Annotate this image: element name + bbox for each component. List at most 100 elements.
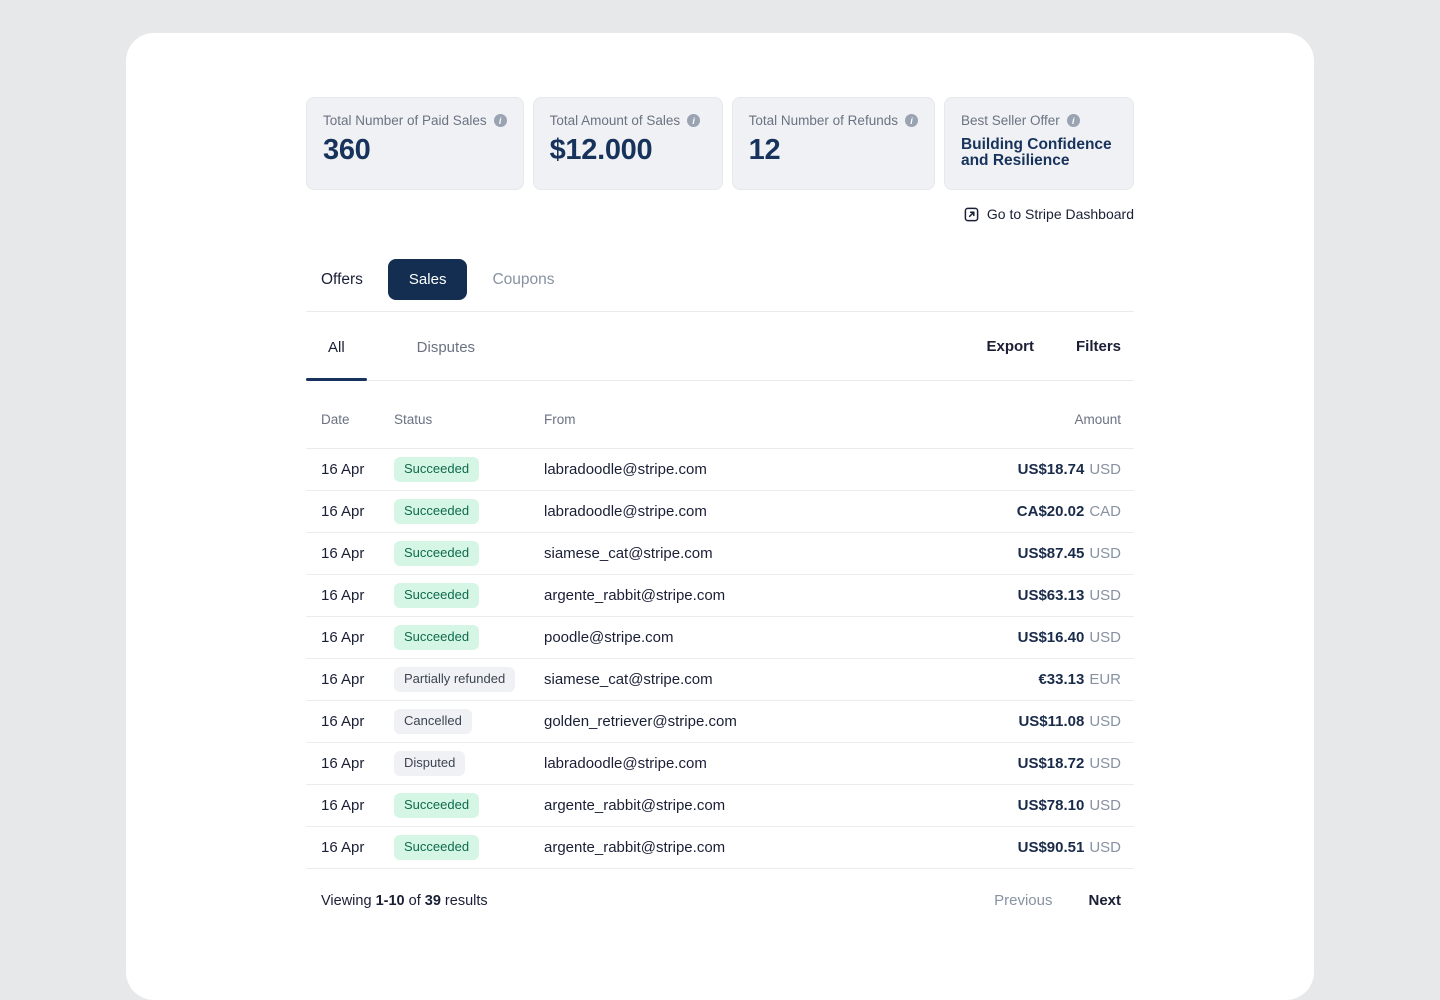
table-header: Date Status From Amount bbox=[306, 381, 1134, 449]
amount-value: CA$20.02 bbox=[1016, 503, 1085, 520]
stat-value: Building Confidence and Resilience bbox=[960, 136, 1112, 170]
table-row[interactable]: 16 Apr Disputed labradoodle@stripe.com U… bbox=[306, 743, 1134, 785]
row-amount: US$63.13 USD bbox=[914, 587, 1134, 604]
row-date: 16 Apr bbox=[321, 797, 365, 814]
status-badge: Partially refunded bbox=[394, 667, 516, 692]
status-badge: Succeeded bbox=[394, 457, 480, 482]
info-icon[interactable]: i bbox=[1066, 114, 1080, 127]
info-icon[interactable]: i bbox=[904, 114, 918, 127]
stat-label-text: Total Number of Paid Sales bbox=[323, 113, 487, 128]
row-date: 16 Apr bbox=[321, 755, 365, 772]
table-row[interactable]: 16 Apr Succeeded labradoodle@stripe.com … bbox=[306, 491, 1134, 533]
column-header-status: Status bbox=[394, 412, 433, 427]
amount-value: US$16.40 bbox=[1017, 629, 1085, 646]
row-status-cell: Succeeded bbox=[394, 835, 544, 860]
status-badge: Disputed bbox=[394, 751, 466, 776]
amount-value: US$11.08 bbox=[1018, 713, 1085, 730]
next-page-button[interactable]: Next bbox=[1088, 892, 1121, 909]
pager: Previous Next bbox=[994, 892, 1121, 909]
main-panel: Total Number of Paid Sales i 360 Total A… bbox=[126, 33, 1314, 1000]
row-amount: US$87.45 USD bbox=[914, 545, 1134, 562]
row-status-cell: Succeeded bbox=[394, 625, 544, 650]
stat-card-paid-sales: Total Number of Paid Sales i 360 bbox=[306, 97, 524, 190]
table-row[interactable]: 16 Apr Cancelled golden_retriever@stripe… bbox=[306, 701, 1134, 743]
table-row[interactable]: 16 Apr Succeeded argente_rabbit@stripe.c… bbox=[306, 785, 1134, 827]
row-from-email: poodle@stripe.com bbox=[544, 629, 674, 646]
status-badge: Succeeded bbox=[394, 499, 480, 524]
amount-value: €33.13 bbox=[1038, 671, 1085, 688]
column-header-from: From bbox=[544, 412, 576, 427]
row-date: 16 Apr bbox=[321, 839, 365, 856]
column-header-date: Date bbox=[321, 412, 350, 427]
tab-offers[interactable]: Offers bbox=[321, 270, 363, 288]
stat-label: Best Seller Offer i bbox=[961, 113, 1117, 128]
table-actions: Export Filters bbox=[986, 338, 1134, 355]
summary-total: 39 bbox=[424, 892, 441, 909]
summary-range: 1-10 bbox=[375, 892, 405, 909]
external-link-icon bbox=[964, 207, 979, 222]
tab-sales[interactable]: Sales bbox=[387, 259, 468, 300]
info-icon[interactable]: i bbox=[493, 114, 507, 127]
currency-code: USD bbox=[1089, 755, 1121, 772]
currency-code: USD bbox=[1089, 629, 1121, 646]
currency-code: USD bbox=[1089, 545, 1121, 562]
sales-table: Date Status From Amount 16 Apr Succeeded… bbox=[306, 381, 1134, 869]
tab-coupons[interactable]: Coupons bbox=[492, 270, 555, 288]
row-status-cell: Succeeded bbox=[394, 583, 544, 608]
export-button[interactable]: Export bbox=[986, 337, 1034, 355]
status-badge: Succeeded bbox=[394, 541, 480, 566]
summary-viewing: Viewing bbox=[321, 892, 372, 909]
stat-label-text: Total Number of Refunds bbox=[748, 113, 898, 128]
previous-page-button[interactable]: Previous bbox=[994, 892, 1053, 909]
table-row[interactable]: 16 Apr Succeeded argente_rabbit@stripe.c… bbox=[306, 827, 1134, 869]
filters-button[interactable]: Filters bbox=[1075, 337, 1121, 355]
row-status-cell: Disputed bbox=[394, 751, 544, 776]
row-status-cell: Cancelled bbox=[394, 709, 544, 734]
row-from-email: siamese_cat@stripe.com bbox=[544, 545, 713, 562]
table-row[interactable]: 16 Apr Succeeded siamese_cat@stripe.com … bbox=[306, 533, 1134, 575]
table-row[interactable]: 16 Apr Succeeded labradoodle@stripe.com … bbox=[306, 449, 1134, 491]
amount-value: US$18.72 bbox=[1017, 755, 1085, 772]
stat-label: Total Number of Paid Sales i bbox=[323, 113, 507, 128]
row-status-cell: Succeeded bbox=[394, 541, 544, 566]
info-icon[interactable]: i bbox=[687, 114, 701, 127]
row-status-cell: Partially refunded bbox=[394, 667, 544, 692]
table-row[interactable]: 16 Apr Succeeded argente_rabbit@stripe.c… bbox=[306, 575, 1134, 617]
row-date: 16 Apr bbox=[321, 629, 365, 646]
currency-code: USD bbox=[1089, 839, 1121, 856]
stat-card-best-seller: Best Seller Offer i Building Confidence … bbox=[943, 97, 1135, 190]
row-amount: US$18.74 USD bbox=[914, 461, 1134, 478]
stat-card-sales-amount: Total Amount of Sales i $12.000 bbox=[532, 97, 723, 190]
row-amount: US$16.40 USD bbox=[914, 629, 1134, 646]
row-date: 16 Apr bbox=[321, 671, 365, 688]
row-from-email: argente_rabbit@stripe.com bbox=[544, 797, 726, 814]
row-date: 16 Apr bbox=[321, 587, 365, 604]
stripe-link-label: Go to Stripe Dashboard bbox=[986, 206, 1134, 222]
row-amount: US$78.10 USD bbox=[914, 797, 1134, 814]
row-from-email: labradoodle@stripe.com bbox=[544, 503, 707, 520]
row-from-email: argente_rabbit@stripe.com bbox=[544, 839, 726, 856]
main-tabs: Offers Sales Coupons bbox=[306, 259, 1134, 312]
row-date: 16 Apr bbox=[321, 713, 365, 730]
row-from-email: labradoodle@stripe.com bbox=[544, 461, 707, 478]
currency-code: USD bbox=[1089, 461, 1121, 478]
row-from-email: siamese_cat@stripe.com bbox=[544, 671, 713, 688]
subtab-group: All Disputes bbox=[306, 312, 497, 381]
row-from-email: labradoodle@stripe.com bbox=[544, 755, 707, 772]
summary-results: results bbox=[444, 892, 488, 909]
row-from-email: golden_retriever@stripe.com bbox=[544, 713, 737, 730]
content-area: Total Number of Paid Sales i 360 Total A… bbox=[306, 33, 1135, 909]
row-amount: US$90.51 USD bbox=[914, 839, 1134, 856]
subtab-disputes[interactable]: Disputes bbox=[395, 312, 497, 380]
subtab-all[interactable]: All bbox=[306, 312, 367, 381]
stats-row: Total Number of Paid Sales i 360 Total A… bbox=[306, 97, 1135, 190]
row-status-cell: Succeeded bbox=[394, 457, 544, 482]
row-date: 16 Apr bbox=[321, 503, 365, 520]
stat-label-text: Best Seller Offer bbox=[960, 113, 1060, 128]
go-to-stripe-dashboard-link[interactable]: Go to Stripe Dashboard bbox=[964, 206, 1134, 222]
amount-value: US$87.45 bbox=[1017, 545, 1085, 562]
row-date: 16 Apr bbox=[321, 545, 365, 562]
stat-card-refunds: Total Number of Refunds i 12 bbox=[731, 97, 935, 190]
table-row[interactable]: 16 Apr Partially refunded siamese_cat@st… bbox=[306, 659, 1134, 701]
table-row[interactable]: 16 Apr Succeeded poodle@stripe.com US$16… bbox=[306, 617, 1134, 659]
